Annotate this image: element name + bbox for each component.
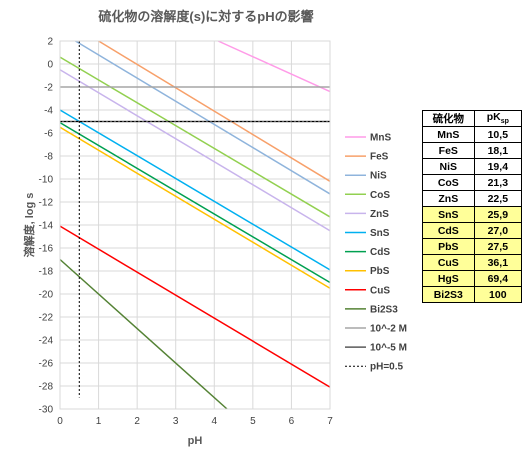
y-tick-label: -10 bbox=[39, 175, 54, 186]
y-tick-label: -28 bbox=[39, 382, 54, 393]
table-cell-sulfide: PbS bbox=[422, 238, 475, 255]
table-row: CdS 27,0 bbox=[422, 222, 522, 239]
table-cell-sulfide: FeS bbox=[422, 142, 475, 159]
table-body: MnS 10,5 FeS 18,1 NiS 19,4 CoS 21,3 ZnS 22,5 SnS 25… bbox=[422, 126, 522, 303]
table-header-pksp: pKsp bbox=[473, 110, 522, 127]
table-cell-pksp: 25,9 bbox=[473, 206, 522, 223]
legend-label: ZnS bbox=[370, 209, 389, 220]
y-tick-label: -14 bbox=[39, 221, 54, 232]
sp-subscript: sp bbox=[500, 118, 509, 126]
y-tick-label: -12 bbox=[39, 198, 54, 209]
table-cell-pksp: 18,1 bbox=[473, 142, 522, 159]
table-cell-sulfide: HgS bbox=[422, 270, 475, 287]
series-line-nis bbox=[75, 40, 331, 195]
pk-label: pK bbox=[486, 111, 501, 124]
chart-title: 硫化物の溶解度(s)に対するpHの影響 bbox=[98, 9, 313, 24]
table-cell-sulfide: CoS bbox=[422, 174, 475, 191]
table-row: HgS 69,4 bbox=[422, 270, 522, 287]
legend-label: NiS bbox=[370, 171, 387, 182]
legend-label: FeS bbox=[370, 152, 389, 163]
y-tick-label: -8 bbox=[44, 152, 53, 163]
table-cell-pksp: 27,5 bbox=[473, 238, 522, 255]
table-cell-pksp: 22,5 bbox=[473, 190, 522, 207]
table-row: MnS 10,5 bbox=[422, 126, 522, 143]
y-tick-label: -6 bbox=[44, 129, 53, 140]
x-axis-label: pH bbox=[188, 435, 203, 447]
y-tick-label: -26 bbox=[39, 359, 54, 370]
series-line-zns bbox=[59, 69, 331, 232]
table-cell-pksp: 100 bbox=[473, 286, 522, 303]
plot-area-border bbox=[59, 40, 331, 410]
legend-label: CdS bbox=[370, 247, 390, 258]
table-cell-sulfide: SnS bbox=[422, 206, 475, 223]
x-tick-label: 3 bbox=[173, 416, 179, 427]
table-cell-sulfide: Bi2S3 bbox=[422, 286, 475, 303]
y-tick-label: -2 bbox=[44, 83, 53, 94]
legend-label: 10^-2 M bbox=[370, 324, 407, 335]
tick-labels: 2 0 -2 -4 -6 -8 -10 -12 -14 -16 -18 -20 -22 -24 -26 -28… bbox=[39, 37, 334, 428]
table-row: ZnS 22,5 bbox=[422, 190, 522, 207]
legend-label: PbS bbox=[370, 266, 390, 277]
grid bbox=[59, 40, 331, 410]
series-line-mns bbox=[217, 40, 331, 93]
y-tick-label: -4 bbox=[44, 106, 53, 117]
legend: MnS FeS NiS CoS ZnS SnS CdS PbS CuS Bi2S3 10^-2 M 1… bbox=[345, 133, 407, 373]
table-cell-pksp: 10,5 bbox=[473, 126, 522, 143]
y-tick-label: -30 bbox=[39, 405, 54, 416]
x-tick-label: 6 bbox=[289, 416, 295, 427]
legend-label: MnS bbox=[370, 133, 391, 144]
x-tick-label: 1 bbox=[96, 416, 102, 427]
x-tick-label: 7 bbox=[327, 416, 333, 427]
table-cell-sulfide: CdS bbox=[422, 222, 475, 239]
y-tick-label: -24 bbox=[39, 336, 54, 347]
series-lines bbox=[59, 40, 331, 410]
table-row: Bi2S3 100 bbox=[422, 286, 522, 303]
table-cell-pksp: 19,4 bbox=[473, 158, 522, 175]
series-line-sns bbox=[59, 109, 331, 271]
legend-label: CoS bbox=[370, 190, 390, 201]
table-row: FeS 18,1 bbox=[422, 142, 522, 159]
table-row: CoS 21,3 bbox=[422, 174, 522, 191]
legend-label: 10^-5 M bbox=[370, 343, 407, 354]
table-cell-pksp: 36,1 bbox=[473, 254, 522, 271]
table-header-row: 硫化物 pKsp bbox=[422, 110, 522, 127]
series-line-cos bbox=[59, 56, 331, 218]
x-tick-label: 5 bbox=[250, 416, 256, 427]
y-tick-label: -20 bbox=[39, 290, 54, 301]
legend-label: pH=0.5 bbox=[370, 362, 404, 373]
series-line-cus bbox=[59, 225, 331, 388]
table-row: CuS 36,1 bbox=[422, 254, 522, 271]
x-tick-label: 0 bbox=[57, 416, 63, 427]
pksp-table: 硫化物 pKsp MnS 10,5 FeS 18,1 NiS 19,4 CoS 21,3 ZnS… bbox=[422, 110, 522, 303]
y-tick-label: 2 bbox=[47, 37, 53, 48]
y-axis-label: 溶解度, log s bbox=[22, 193, 36, 258]
table-cell-sulfide: ZnS bbox=[422, 190, 475, 207]
legend-label: Bi2S3 bbox=[370, 304, 398, 315]
y-tick-label: -16 bbox=[39, 244, 54, 255]
table-header-sulfide: 硫化物 bbox=[422, 110, 475, 127]
series-line-pbs bbox=[59, 126, 331, 289]
x-tick-label: 4 bbox=[212, 416, 218, 427]
table-cell-sulfide: MnS bbox=[422, 126, 475, 143]
y-tick-label: -18 bbox=[39, 267, 54, 278]
y-tick-label: -22 bbox=[39, 313, 54, 324]
x-tick-label: 2 bbox=[134, 416, 140, 427]
table-cell-sulfide: NiS bbox=[422, 158, 475, 175]
legend-label: SnS bbox=[370, 228, 390, 239]
y-tick-label: 0 bbox=[47, 60, 53, 71]
table-row: SnS 25,9 bbox=[422, 206, 522, 223]
table-row: NiS 19,4 bbox=[422, 158, 522, 175]
series-line-fes bbox=[98, 40, 331, 182]
table-cell-pksp: 69,4 bbox=[473, 270, 522, 287]
table-cell-pksp: 21,3 bbox=[473, 174, 522, 191]
series-line-cds bbox=[59, 122, 331, 284]
table-row: PbS 27,5 bbox=[422, 238, 522, 255]
series-line-bi2s3 bbox=[59, 258, 228, 410]
legend-label: CuS bbox=[370, 285, 390, 296]
table-cell-pksp: 27,0 bbox=[473, 222, 522, 239]
table-cell-sulfide: CuS bbox=[422, 254, 475, 271]
